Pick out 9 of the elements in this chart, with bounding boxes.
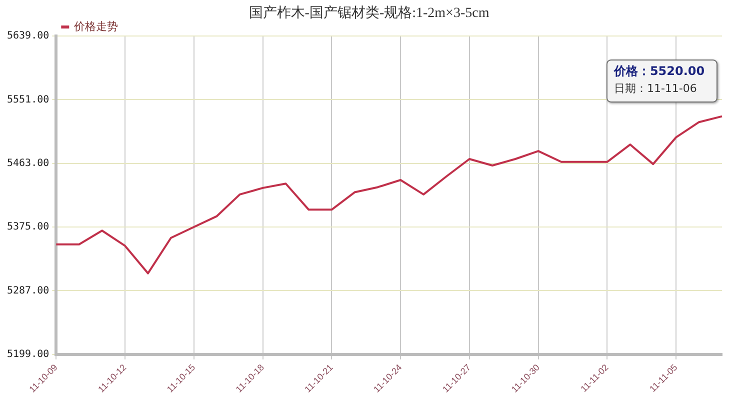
y-tick-label: 5551.00 [6,94,50,106]
y-tick-label: 5287.00 [6,285,50,296]
y-tick-label: 5199.00 [6,348,50,360]
y-tick-label: 5639.00 [6,30,50,42]
annotation: 价格：5520.00 日期：11-11-06 [612,64,705,95]
chart-title: 国产柞木-国产锯材类-规格:1-2m×3-5cm [248,6,490,21]
y-tick-label: 5375.00 [6,222,50,233]
legend-label: 价格走势 [73,20,118,33]
y-tick-label: 5463.00 [6,158,50,169]
